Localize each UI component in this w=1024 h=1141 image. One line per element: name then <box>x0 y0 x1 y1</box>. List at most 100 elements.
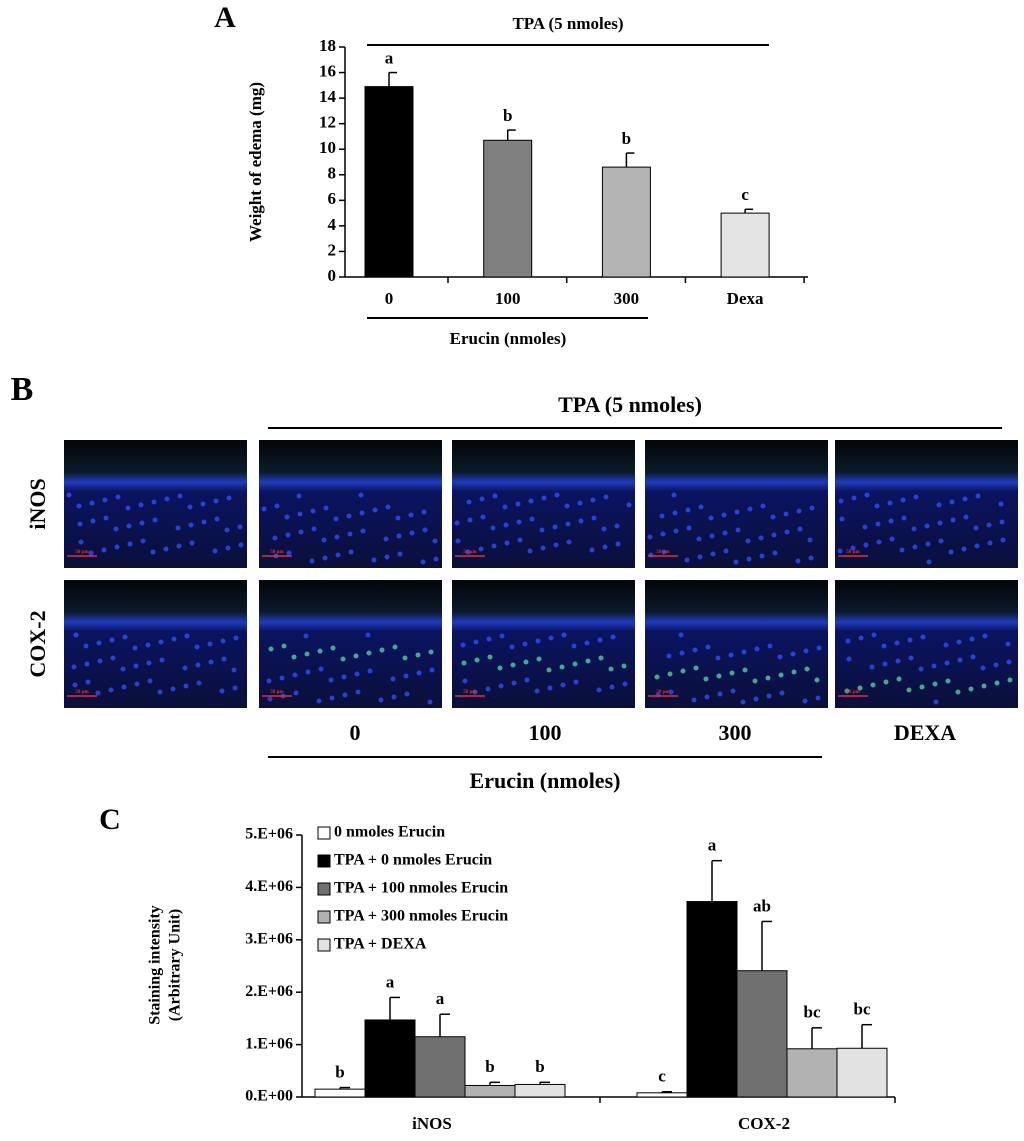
nucleus <box>698 504 704 510</box>
nucleus <box>101 547 107 553</box>
nucleus <box>152 517 158 523</box>
nucleus <box>741 649 747 655</box>
nucleus <box>462 678 468 684</box>
nucleus <box>950 517 956 523</box>
nucleus <box>367 668 373 674</box>
bar <box>483 139 533 278</box>
nucleus <box>974 543 980 549</box>
x-tick-label: Dexa <box>727 289 764 308</box>
y-tick-label: 5.E+06 <box>245 826 293 843</box>
nucleus <box>76 503 82 509</box>
nucleus <box>896 676 902 682</box>
scale-bar-label: 50 μm <box>846 690 860 695</box>
nucleus <box>527 548 533 554</box>
nucleus <box>705 644 711 650</box>
bar <box>514 1083 566 1098</box>
y-tick-label: 4.E+06 <box>245 878 293 895</box>
significance-label: a <box>436 989 445 1008</box>
y-tick-label: 2 <box>328 240 337 259</box>
nucleus <box>622 681 628 687</box>
nucleus <box>97 658 103 664</box>
nucleus <box>851 495 857 501</box>
nucleus <box>936 502 942 508</box>
nucleus <box>177 493 183 499</box>
legend-swatch <box>317 854 331 868</box>
nucleus <box>103 515 109 521</box>
nucleus <box>329 695 335 701</box>
nucleus <box>465 549 471 555</box>
nucleus <box>347 531 353 537</box>
nucleus <box>416 670 422 676</box>
bar <box>364 1019 416 1098</box>
group-label: Erucin (nmoles) <box>470 768 621 793</box>
y-tick-label: 14 <box>319 87 337 106</box>
nucleus <box>333 516 339 522</box>
nucleus <box>140 538 146 544</box>
nucleus <box>920 634 926 640</box>
nucleus <box>502 504 508 510</box>
nucleus <box>621 663 627 669</box>
nucleus <box>159 657 165 663</box>
nucleus <box>323 505 329 511</box>
nucleus <box>85 679 91 685</box>
nucleus <box>1005 641 1011 647</box>
nucleus <box>89 500 95 506</box>
scale-bar-label: 50 μm <box>463 550 477 555</box>
y-axis-label: Staining intensity <box>147 905 164 1025</box>
nucleus <box>973 525 979 531</box>
nucleus <box>963 514 969 520</box>
nucleus <box>968 686 974 692</box>
nucleus <box>710 551 716 557</box>
nucleus <box>926 559 932 565</box>
nucleus <box>322 555 328 561</box>
nucleus <box>126 523 132 529</box>
nucleus <box>510 662 516 668</box>
nucleus <box>1000 537 1006 543</box>
nucleus <box>509 644 515 650</box>
y-axis-label: Weight of edema (mg) <box>246 82 265 242</box>
nucleus <box>96 640 102 646</box>
nucleus <box>461 660 467 666</box>
nucleus <box>150 549 156 555</box>
nucleus <box>121 684 127 690</box>
nucleus <box>472 689 478 695</box>
nucleus <box>975 493 981 499</box>
nucleus <box>176 543 182 549</box>
nucleus <box>524 677 530 683</box>
nucleus <box>535 638 541 644</box>
nucleus <box>90 518 96 524</box>
nucleus <box>734 509 740 515</box>
nucleus <box>522 641 528 647</box>
nucleus <box>281 643 287 649</box>
legend-label: 0 nmoles Erucin <box>334 824 445 841</box>
nucleus <box>668 689 674 695</box>
nucleus <box>164 496 170 502</box>
nucleus <box>196 680 202 686</box>
nucleus <box>127 541 133 547</box>
nucleus <box>994 680 1000 686</box>
nucleus <box>944 660 950 666</box>
nucleus <box>366 650 372 656</box>
nucleus <box>432 538 438 544</box>
y-axis-label: (Arbitrary Unit) <box>167 909 184 1021</box>
nucleus <box>554 492 560 498</box>
nucleus <box>883 679 889 685</box>
y-tick-label: 0 <box>328 266 337 285</box>
nucleus <box>901 515 907 521</box>
nucleus <box>752 678 758 684</box>
nucleus <box>354 671 360 677</box>
nucleus <box>360 528 366 534</box>
nucleus <box>516 519 522 525</box>
nucleus <box>346 513 352 519</box>
nucleus <box>298 529 304 535</box>
bar <box>736 970 788 1098</box>
significance-label: ab <box>753 896 771 915</box>
nucleus <box>945 678 951 684</box>
nucleus <box>529 516 535 522</box>
nucleus <box>517 537 523 543</box>
nucleus <box>226 495 232 501</box>
nucleus <box>584 640 590 646</box>
nucleus <box>876 539 882 545</box>
nucleus <box>292 672 298 678</box>
nucleus <box>790 651 796 657</box>
